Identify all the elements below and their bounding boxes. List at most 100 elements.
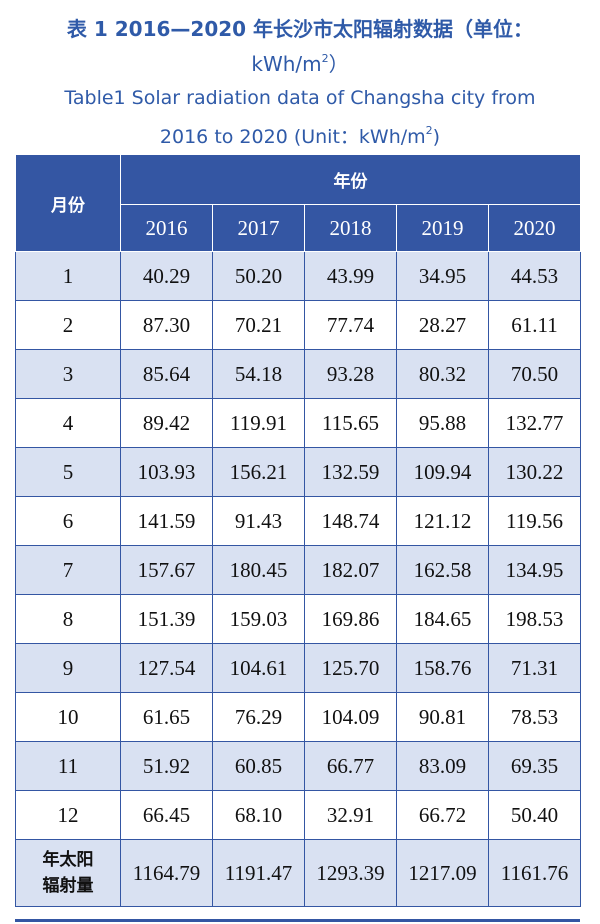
table-row: 5 103.93 156.21 132.59 109.94 130.22 <box>15 447 581 497</box>
total-value-cell: 1161.76 <box>488 839 581 907</box>
value-cell: 132.59 <box>304 447 397 497</box>
year-header: 2019 <box>396 204 489 252</box>
month-cell: 3 <box>15 349 121 399</box>
caption-english-line2: 2016 to 2020 (Unit：kWh/m2) <box>0 122 600 149</box>
value-cell: 159.03 <box>212 594 305 644</box>
value-cell: 61.11 <box>488 300 581 350</box>
caption-english-line1: Table1 Solar radiation data of Changsha … <box>64 87 536 109</box>
caption-chinese-unit: kWh/m <box>251 52 322 76</box>
value-cell: 71.31 <box>488 643 581 693</box>
value-cell: 103.93 <box>120 447 213 497</box>
year-group-header: 年份 <box>120 154 581 205</box>
month-cell: 9 <box>15 643 121 693</box>
total-label-line2: 辐射量 <box>42 876 94 896</box>
value-cell: 134.95 <box>488 545 581 595</box>
total-row: 年太阳 辐射量 1164.79 1191.47 1293.39 1217.09 1161.7… <box>15 839 581 907</box>
table-body: 1 40.29 50.20 43.99 34.95 44.53 2 87.30 70.21 77.… <box>15 251 581 907</box>
total-label-cell: 年太阳 辐射量 <box>15 839 121 907</box>
table-row: 11 51.92 60.85 66.77 83.09 69.35 <box>15 741 581 791</box>
value-cell: 76.29 <box>212 692 305 742</box>
table-row: 1 40.29 50.20 43.99 34.95 44.53 <box>15 251 581 301</box>
caption-english-close: ) <box>432 126 441 148</box>
value-cell: 54.18 <box>212 349 305 399</box>
table-bottom-rule <box>15 919 580 922</box>
total-value-cell: 1293.39 <box>304 839 397 907</box>
value-cell: 83.09 <box>396 741 489 791</box>
header-row-top: 月份 年份 <box>15 154 581 252</box>
month-cell: 12 <box>15 790 121 840</box>
value-cell: 109.94 <box>396 447 489 497</box>
year-header: 2016 <box>120 204 213 252</box>
value-cell: 104.61 <box>212 643 305 693</box>
total-value-cell: 1164.79 <box>120 839 213 907</box>
table-row: 3 85.64 54.18 93.28 80.32 70.50 <box>15 349 581 399</box>
value-cell: 34.95 <box>396 251 489 301</box>
value-cell: 132.77 <box>488 398 581 448</box>
solar-radiation-table: 月份 年份 2016 2017 2018 2019 2020 1 40.29 50.… <box>15 154 581 907</box>
value-cell: 95.88 <box>396 398 489 448</box>
caption-chinese-close: ） <box>328 52 349 76</box>
value-cell: 90.81 <box>396 692 489 742</box>
month-column-header: 月份 <box>15 154 121 252</box>
month-cell: 1 <box>15 251 121 301</box>
value-cell: 162.58 <box>396 545 489 595</box>
table-row: 7 157.67 180.45 182.07 162.58 134.95 <box>15 545 581 595</box>
value-cell: 141.59 <box>120 496 213 546</box>
table-row: 9 127.54 104.61 125.70 158.76 71.31 <box>15 643 581 693</box>
value-cell: 148.74 <box>304 496 397 546</box>
value-cell: 184.65 <box>396 594 489 644</box>
value-cell: 198.53 <box>488 594 581 644</box>
value-cell: 127.54 <box>120 643 213 693</box>
value-cell: 44.53 <box>488 251 581 301</box>
value-cell: 60.85 <box>212 741 305 791</box>
value-cell: 50.40 <box>488 790 581 840</box>
month-cell: 8 <box>15 594 121 644</box>
table-row: 4 89.42 119.91 115.65 95.88 132.77 <box>15 398 581 448</box>
value-cell: 91.43 <box>212 496 305 546</box>
value-cell: 77.74 <box>304 300 397 350</box>
value-cell: 93.28 <box>304 349 397 399</box>
caption-chinese-line1: 表 1 2016—2020 年长沙市太阳辐射数据（单位： <box>66 17 534 41</box>
value-cell: 130.22 <box>488 447 581 497</box>
month-cell: 11 <box>15 741 121 791</box>
caption-chinese-unit-superscript: 2 <box>321 52 329 65</box>
table-row: 8 151.39 159.03 169.86 184.65 198.53 <box>15 594 581 644</box>
value-cell: 61.65 <box>120 692 213 742</box>
value-cell: 66.72 <box>396 790 489 840</box>
value-cell: 156.21 <box>212 447 305 497</box>
value-cell: 80.32 <box>396 349 489 399</box>
value-cell: 169.86 <box>304 594 397 644</box>
table-row: 6 141.59 91.43 148.74 121.12 119.56 <box>15 496 581 546</box>
table-row: 2 87.30 70.21 77.74 28.27 61.11 <box>15 300 581 350</box>
value-cell: 32.91 <box>304 790 397 840</box>
value-cell: 115.65 <box>304 398 397 448</box>
value-cell: 50.20 <box>212 251 305 301</box>
month-cell: 7 <box>15 545 121 595</box>
month-cell: 5 <box>15 447 121 497</box>
value-cell: 40.29 <box>120 251 213 301</box>
total-value-cell: 1217.09 <box>396 839 489 907</box>
year-header: 2017 <box>212 204 305 252</box>
month-cell: 4 <box>15 398 121 448</box>
table-row: 10 61.65 76.29 104.09 90.81 78.53 <box>15 692 581 742</box>
value-cell: 119.56 <box>488 496 581 546</box>
table-header: 月份 年份 2016 2017 2018 2019 2020 <box>15 154 581 252</box>
value-cell: 70.21 <box>212 300 305 350</box>
month-cell: 10 <box>15 692 121 742</box>
value-cell: 89.42 <box>120 398 213 448</box>
year-header: 2018 <box>304 204 397 252</box>
value-cell: 66.45 <box>120 790 213 840</box>
value-cell: 68.10 <box>212 790 305 840</box>
value-cell: 157.67 <box>120 545 213 595</box>
value-cell: 85.64 <box>120 349 213 399</box>
caption-chinese-line2: kWh/m2） <box>0 48 600 77</box>
table-row: 12 66.45 68.10 32.91 66.72 50.40 <box>15 790 581 840</box>
value-cell: 70.50 <box>488 349 581 399</box>
value-cell: 43.99 <box>304 251 397 301</box>
total-label-line1: 年太阳 <box>42 850 94 870</box>
value-cell: 66.77 <box>304 741 397 791</box>
header-row-years: 2016 2017 2018 2019 2020 <box>16 204 581 252</box>
year-header: 2020 <box>488 204 581 252</box>
caption-english-unit: 2016 to 2020 (Unit：kWh/m <box>159 126 426 148</box>
value-cell: 121.12 <box>396 496 489 546</box>
